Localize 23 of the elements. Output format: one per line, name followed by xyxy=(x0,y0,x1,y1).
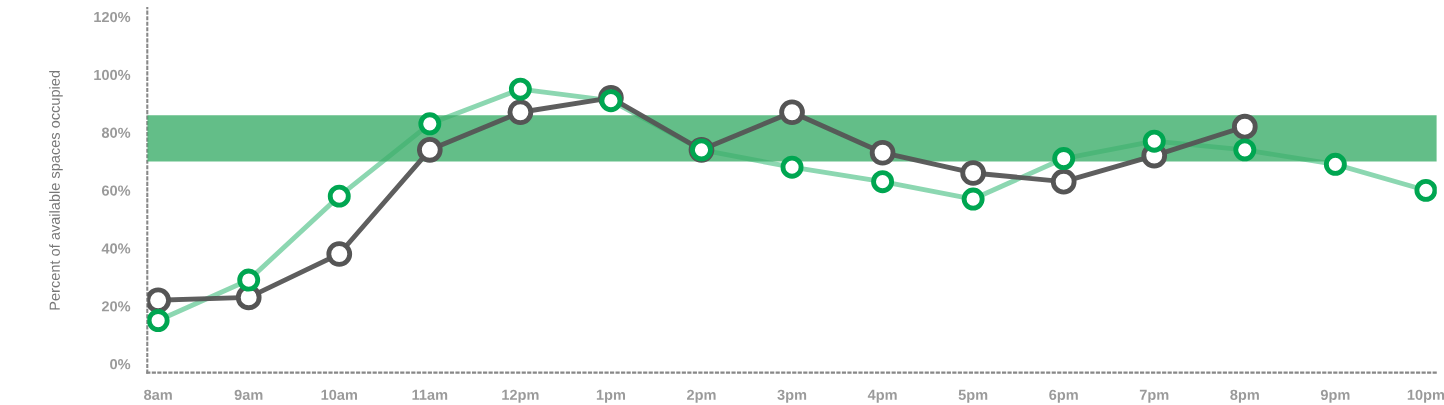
y-tick-label: 60% xyxy=(101,185,131,196)
y-tick-label: 80% xyxy=(101,127,131,138)
x-tick-label: 8am xyxy=(144,389,172,400)
x-tick-label: 7pm xyxy=(1139,389,1169,403)
y-tick-label: 20% xyxy=(101,301,131,312)
y-tick-label: 0% xyxy=(110,359,131,370)
x-tick-label: 3pm xyxy=(777,389,807,403)
x-tick-label: 4pm xyxy=(867,389,897,403)
x-tick-label: 11am xyxy=(412,389,448,400)
x-tick-label: 8pm xyxy=(1230,389,1259,403)
y-axis-title: Percent of available spaces occupied xyxy=(49,70,63,310)
x-tick-label: 12pm xyxy=(502,389,539,403)
x-tick-label: 6pm xyxy=(1049,389,1078,403)
y-tick-label: 120% xyxy=(94,11,131,23)
y-tick-label: 40% xyxy=(101,243,131,254)
x-tick-label: 9am xyxy=(234,389,263,400)
x-tick-label: 9pm xyxy=(1320,389,1350,403)
x-tick-label: 1pm xyxy=(596,389,626,403)
x-tick-label: 2pm xyxy=(686,389,716,403)
x-tick-label: 10am xyxy=(321,389,358,400)
x-tick-label: 10pm xyxy=(1407,389,1444,403)
x-tick-label: 5pm xyxy=(958,389,988,403)
y-tick-label: 100% xyxy=(94,69,131,81)
